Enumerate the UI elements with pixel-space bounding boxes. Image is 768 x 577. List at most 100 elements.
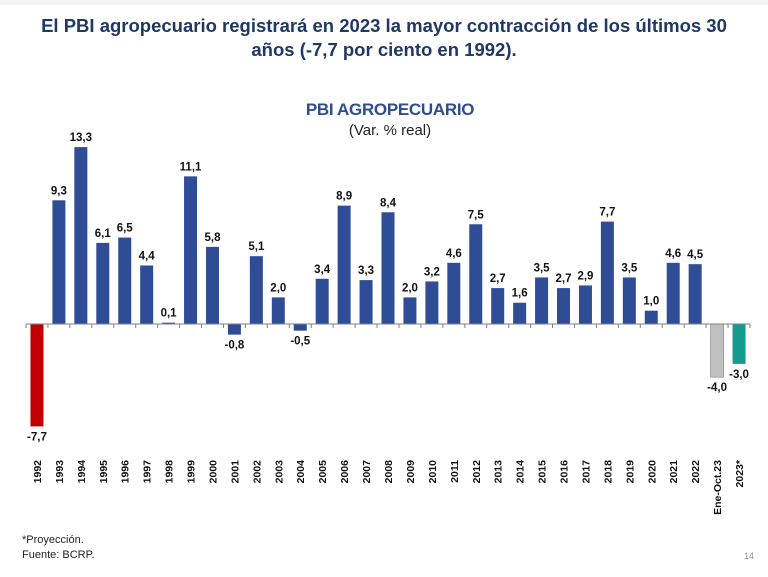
bar-2006 xyxy=(337,205,351,324)
value-label: 5,1 xyxy=(248,241,265,253)
bar-2021 xyxy=(666,262,680,324)
top-band xyxy=(0,0,768,5)
projection-note: *Proyección. xyxy=(22,534,84,546)
bar-1997 xyxy=(140,265,154,324)
value-label: 1,6 xyxy=(512,288,528,300)
bar-2004 xyxy=(293,324,307,331)
tick-label: 2006 xyxy=(339,460,351,484)
value-label: 3,2 xyxy=(424,266,440,278)
tick-label: 1998 xyxy=(164,460,176,484)
value-label: 4,6 xyxy=(665,248,681,260)
value-label: 1,0 xyxy=(643,296,659,308)
value-label: 2,0 xyxy=(402,282,418,294)
value-label: 2,7 xyxy=(556,273,572,285)
tick-label: 2018 xyxy=(602,460,614,484)
tick-label: 2000 xyxy=(207,460,219,484)
value-label: 4,5 xyxy=(687,249,704,261)
value-label: 4,4 xyxy=(139,250,156,262)
chart-subtitle: (Var. % real) xyxy=(348,122,432,139)
value-label: 8,9 xyxy=(336,191,352,203)
source-note: Fuente: BCRP. xyxy=(22,549,95,561)
bar-2023* xyxy=(732,324,746,364)
bar-2012 xyxy=(469,224,483,324)
bar-2013 xyxy=(491,288,505,324)
value-label: -0,5 xyxy=(290,336,310,348)
tick-label: 1996 xyxy=(120,460,132,484)
bar-1998 xyxy=(162,322,176,325)
bar-2020 xyxy=(644,310,658,324)
tick-label: 2002 xyxy=(251,460,263,484)
value-label: 13,3 xyxy=(70,132,92,144)
bar-1995 xyxy=(96,242,110,324)
tick-label: 2010 xyxy=(427,460,439,484)
value-label: 6,5 xyxy=(117,223,134,235)
headline-line-2: años (-7,7 por ciento en 1992). xyxy=(251,39,517,60)
value-label: 5,8 xyxy=(204,232,221,244)
tick-label: 1994 xyxy=(76,460,88,484)
tick-label: 2009 xyxy=(405,460,417,484)
value-label: -4,0 xyxy=(707,382,727,394)
value-label: 3,3 xyxy=(358,265,374,277)
bar-2000 xyxy=(205,246,219,324)
bar-2011 xyxy=(447,262,461,324)
bar-2005 xyxy=(315,278,329,324)
tick-label: 2001 xyxy=(229,460,241,484)
bar-2017 xyxy=(578,285,592,324)
value-label: 2,7 xyxy=(490,273,506,285)
bars-group xyxy=(30,147,746,427)
value-label: 3,5 xyxy=(534,262,551,274)
tick-label: 2020 xyxy=(646,460,658,484)
tick-labels-group: 1992 1993 1994 1995 1996 1997 1998 1999 2000 2001… xyxy=(32,459,746,515)
page-number: 14 xyxy=(744,551,755,561)
tick-label: 2015 xyxy=(537,460,549,484)
bar-2018 xyxy=(600,221,614,324)
bar-1999 xyxy=(184,176,198,324)
tick-label: 2021 xyxy=(668,460,680,484)
x-axis xyxy=(25,323,751,328)
value-label: 3,4 xyxy=(314,264,331,276)
bar-1993 xyxy=(52,200,66,324)
tick-label: 2016 xyxy=(559,460,571,484)
bar-2015 xyxy=(535,277,549,324)
bar-2002 xyxy=(249,256,263,324)
value-label: 9,3 xyxy=(51,185,67,197)
bar-1996 xyxy=(118,237,132,324)
tick-label: 1995 xyxy=(98,460,110,484)
tick-label: 2013 xyxy=(493,460,505,484)
bar-2001 xyxy=(227,324,241,335)
tick-label: 2012 xyxy=(471,460,483,484)
chart-title: PBI AGROPECUARIO xyxy=(305,100,475,119)
value-label: 7,5 xyxy=(468,209,485,221)
value-label: 8,4 xyxy=(380,197,397,209)
bar-2007 xyxy=(359,280,373,324)
value-label: 7,7 xyxy=(599,207,615,219)
bar-2010 xyxy=(425,281,439,324)
value-label: -0,8 xyxy=(225,340,245,352)
value-label: 2,0 xyxy=(270,282,286,294)
tick-label: 2008 xyxy=(383,460,395,484)
tick-label: 2004 xyxy=(295,460,307,484)
tick-label: 2017 xyxy=(580,460,592,484)
tick-label: 2011 xyxy=(449,460,461,483)
tick-label: 2005 xyxy=(317,460,329,484)
bar-2022 xyxy=(688,264,702,324)
value-label: 3,5 xyxy=(621,262,638,274)
bar-2009 xyxy=(403,297,417,324)
bar-Ene-Oct.23 xyxy=(710,323,724,378)
value-label: 4,6 xyxy=(446,248,462,260)
bar-1992 xyxy=(30,324,44,427)
value-label: 6,1 xyxy=(95,228,112,240)
tick-label: 1993 xyxy=(54,460,66,484)
bar-1994 xyxy=(74,147,88,324)
tick-label: 2022 xyxy=(690,460,702,484)
tick-label: 2023* xyxy=(734,459,746,487)
tick-label: 2003 xyxy=(273,460,285,484)
bar-2008 xyxy=(381,212,395,324)
slide-headline: El PBI agropecuario registrará en 2023 l… xyxy=(0,14,768,62)
bar-2003 xyxy=(271,297,285,324)
headline-line-1: El PBI agropecuario registrará en 2023 l… xyxy=(41,15,727,36)
tick-label: 1999 xyxy=(186,460,198,484)
value-label: 0,1 xyxy=(161,308,178,320)
tick-label: 1997 xyxy=(142,460,154,484)
